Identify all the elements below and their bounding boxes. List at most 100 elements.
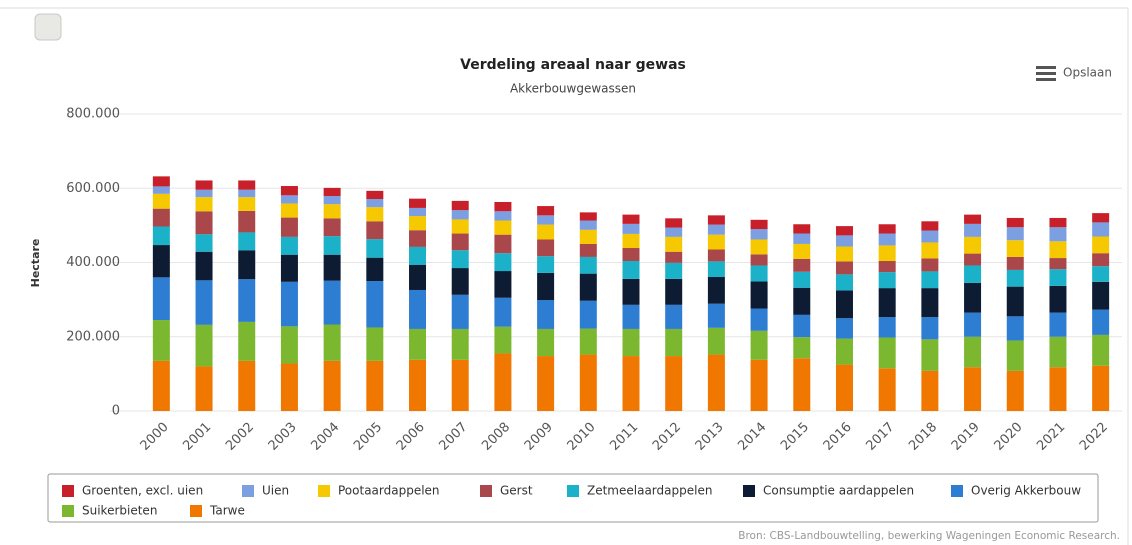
chart-subtitle: Akkerbouwgewassen [510,82,636,96]
bar-segment [793,258,811,272]
bar-segment [1092,253,1110,267]
legend-label: Pootaardappelen [338,484,440,498]
bar-segment [707,249,725,262]
x-tick-label: 2006 [394,420,428,454]
bar-segment [707,327,725,355]
bar-segment [878,261,896,273]
bar-segment [750,359,768,411]
legend-item[interactable]: Consumptie aardappelen [743,484,914,498]
bar-segment [665,278,683,305]
bar-segment [1092,334,1110,366]
bar-segment [494,211,512,221]
menu-button[interactable]: Opslaan [1036,66,1112,82]
bar-segment [750,308,768,331]
bar-segment [707,276,725,304]
bar-segment [494,201,512,212]
bar-segment [665,262,683,279]
bar-segment [195,180,213,190]
menu-icon-bar [1036,72,1056,75]
legend-label: Overig Akkerbouw [971,484,1081,498]
bar-segment [579,229,597,244]
bar-segment [622,328,640,357]
legend-label: Consumptie aardappelen [763,484,914,498]
legend-item[interactable]: Uien [242,484,289,498]
bar-segment [238,197,256,211]
bar-segment [1049,312,1067,337]
bar-segment [409,246,427,265]
x-tick-label: 2015 [778,420,812,454]
source-note: Bron: CBS-Landbouwtelling, bewerking Wag… [738,530,1120,542]
bar-segment [964,367,982,411]
bar-segment [665,328,683,357]
bar-segment [579,212,597,221]
bar-segment [878,233,896,246]
legend-item[interactable]: Overig Akkerbouw [951,484,1081,498]
bar-segment [451,268,469,295]
bar-segment [665,236,683,252]
bar-segment [494,353,512,411]
bar-segment [1006,316,1024,341]
bar-segment [451,359,469,411]
legend-label: Gerst [500,484,533,498]
x-tick-label: 2021 [1034,420,1068,454]
bar-segment [451,210,469,220]
bar-segment [1006,286,1024,317]
bar-segment [323,196,341,205]
bar-segment [366,257,384,282]
bar-segment [152,245,170,278]
bar-segment [238,232,256,251]
bar-segment [878,272,896,289]
x-tick-label: 2002 [223,420,257,454]
bar-segment [494,271,512,298]
bar-segment [1092,236,1110,254]
y-tick-label: 600.000 [66,181,120,196]
legend-item[interactable]: Pootaardappelen [318,484,440,498]
bar-segment [537,215,555,225]
toggle-button[interactable] [34,13,62,41]
legend-item[interactable]: Zetmeelaardappelen [567,484,712,498]
bar-segment [665,356,683,411]
bar-segment [579,328,597,355]
bar-segment [921,339,939,371]
bar-segment [579,243,597,257]
bar-segment [835,246,853,262]
bar-segment [750,239,768,255]
legend-item[interactable]: Gerst [480,484,533,498]
bar-segment [366,199,384,208]
bar-segment [707,215,725,225]
bar-segment [964,312,982,337]
bar-segment [921,370,939,411]
legend-item[interactable]: Tarwe [190,504,245,518]
bar-segment [323,187,341,197]
bar-segment [707,224,725,235]
bar-segment [579,273,597,301]
bar-segment [835,235,853,247]
bar-segment [1092,281,1110,310]
x-tick-label: 2000 [138,420,172,454]
bar-segment [409,207,427,217]
bar-segment [793,287,811,315]
x-tick-label: 2012 [650,420,684,454]
bar-segment [195,234,213,252]
bar-segment [1006,370,1024,411]
bar-segment [409,328,427,360]
bar-segment [280,254,298,282]
legend-item[interactable]: Groenten, excl. uien [62,484,203,498]
bar-segment [622,261,640,279]
legend-item[interactable]: Suikerbieten [62,504,157,518]
legend-label: Zetmeelaardappelen [587,484,712,498]
bar-segment [323,280,341,325]
bar-segment [280,281,298,327]
menu-icon-bar [1036,78,1056,81]
legend-swatch [62,505,74,517]
legend-label: Uien [262,484,289,498]
bar-segment [152,186,170,194]
bar-segment [323,204,341,219]
bar-segment [622,233,640,249]
bar-segment [835,318,853,339]
bar-segment [323,254,341,281]
bar-segment [964,282,982,313]
bar-segment [921,230,939,243]
bar-segment [323,218,341,237]
